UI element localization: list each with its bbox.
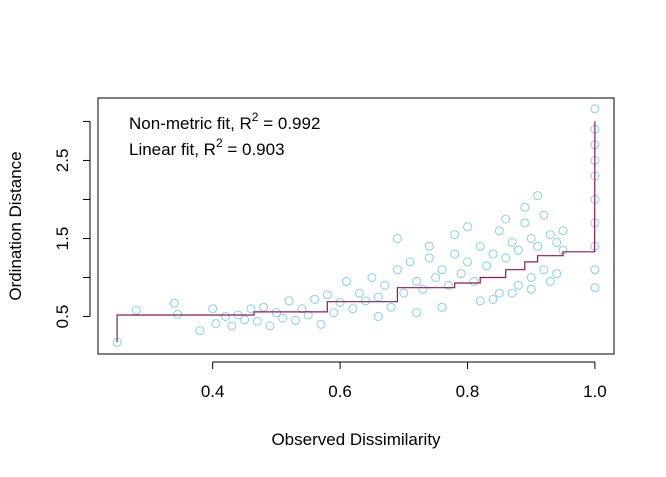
scatter-point [284,296,294,306]
scatter-point [399,288,409,298]
scatter-point [443,280,453,290]
scatter-point [310,294,320,304]
scatter-point [482,261,492,271]
scatter-point [297,304,307,314]
scatter-point [552,269,562,279]
scatter-point [475,296,485,306]
scatter-point [450,230,460,240]
scatter-point [259,302,269,312]
scatter-point [367,273,377,282]
scatter-point [246,304,256,314]
scatter-point [392,234,402,243]
scatter-point [240,315,249,325]
scatter-point [211,319,221,329]
scatter-point [405,257,415,267]
scatter-point [558,226,568,236]
x-tick-label: 0.8 [456,382,480,401]
plot-box [97,97,615,355]
scatter-point [208,304,218,314]
scatter-point [392,265,402,275]
scatter-point [520,218,530,228]
scatter-point [463,257,472,267]
scatter-point [533,191,543,201]
x-tick-label: 0.4 [201,382,225,401]
scatter-point [533,241,543,251]
scatter-point [501,253,511,263]
scatter-point [552,237,562,247]
scatter-point [526,234,536,243]
y-tick-label: 0.5 [53,305,72,329]
scatter-point [539,265,549,275]
scatter-point [520,202,530,212]
scatter-point [456,269,466,279]
scatter-point [424,253,434,263]
scatter-point [545,230,555,240]
x-axis-label: Observed Dissimilarity [271,430,441,449]
scatter-point [437,265,447,275]
scatter-point [513,280,523,290]
scatter-point [373,312,383,321]
scatter-point [131,305,141,315]
scatter-point [539,210,549,220]
scatter-point [463,222,472,232]
axes: 0.4 0.6 0.8 1.0 0.5 1.5 2.5 [53,120,607,401]
scatter-point [412,276,421,286]
scatter-point [291,315,300,325]
scatter-point [341,276,351,286]
scatter-point [252,316,262,326]
scatter-point [450,249,460,259]
step-fit-line-group [116,121,596,343]
scatter-point [322,290,332,300]
y-tick-label: 2.5 [53,149,72,173]
scatter-point [488,249,498,259]
scatter-point [469,276,479,286]
scatter-point [278,313,288,323]
scatter-point [526,284,536,294]
scatter-point [507,237,517,247]
scatter-point [348,304,358,314]
scatter-point [501,214,511,224]
scatter-point [335,298,345,307]
scatter-point [386,302,396,312]
scatter-point [507,288,517,298]
scatter-point [545,276,555,286]
scatter-point [329,308,339,318]
scatter-point [590,265,600,275]
scatter-point [418,284,428,294]
scatter-point [590,283,600,293]
scatter-point [373,292,383,302]
scatter-point [271,308,281,318]
scatter-point [412,308,421,318]
scatter-point [316,319,326,329]
scatter-point [590,104,600,114]
step-fit-line [116,121,596,343]
scatter-point [195,326,205,336]
scatter-point [169,298,179,308]
scatter-point [475,241,485,251]
x-tick-label: 1.0 [583,382,607,401]
y-tick-label: 1.5 [53,227,72,251]
scatter-point [526,273,536,282]
x-tick-label: 0.6 [328,382,352,401]
scatter-point [424,241,434,251]
scatter-point [354,288,364,298]
scatter-point [437,302,447,312]
scatter-point [220,312,230,321]
scatter-point [488,294,498,304]
scatter-point [173,309,183,319]
annotation-nonmetric-fit: Non-metric fit, R2 = 0.992 [129,110,320,133]
scatter-point [494,288,504,298]
scatter-point [431,273,441,282]
annotation-linear-fit: Linear fit, R2 = 0.903 [129,136,285,159]
scatter-point [380,280,390,290]
scatter-point [513,245,523,255]
scatter-point [265,321,275,331]
scatter-point [227,321,237,331]
scatter-point [494,226,504,236]
y-axis-label: Ordination Distance [6,151,25,300]
scatter-point [361,296,371,306]
scatter-point [303,310,313,320]
